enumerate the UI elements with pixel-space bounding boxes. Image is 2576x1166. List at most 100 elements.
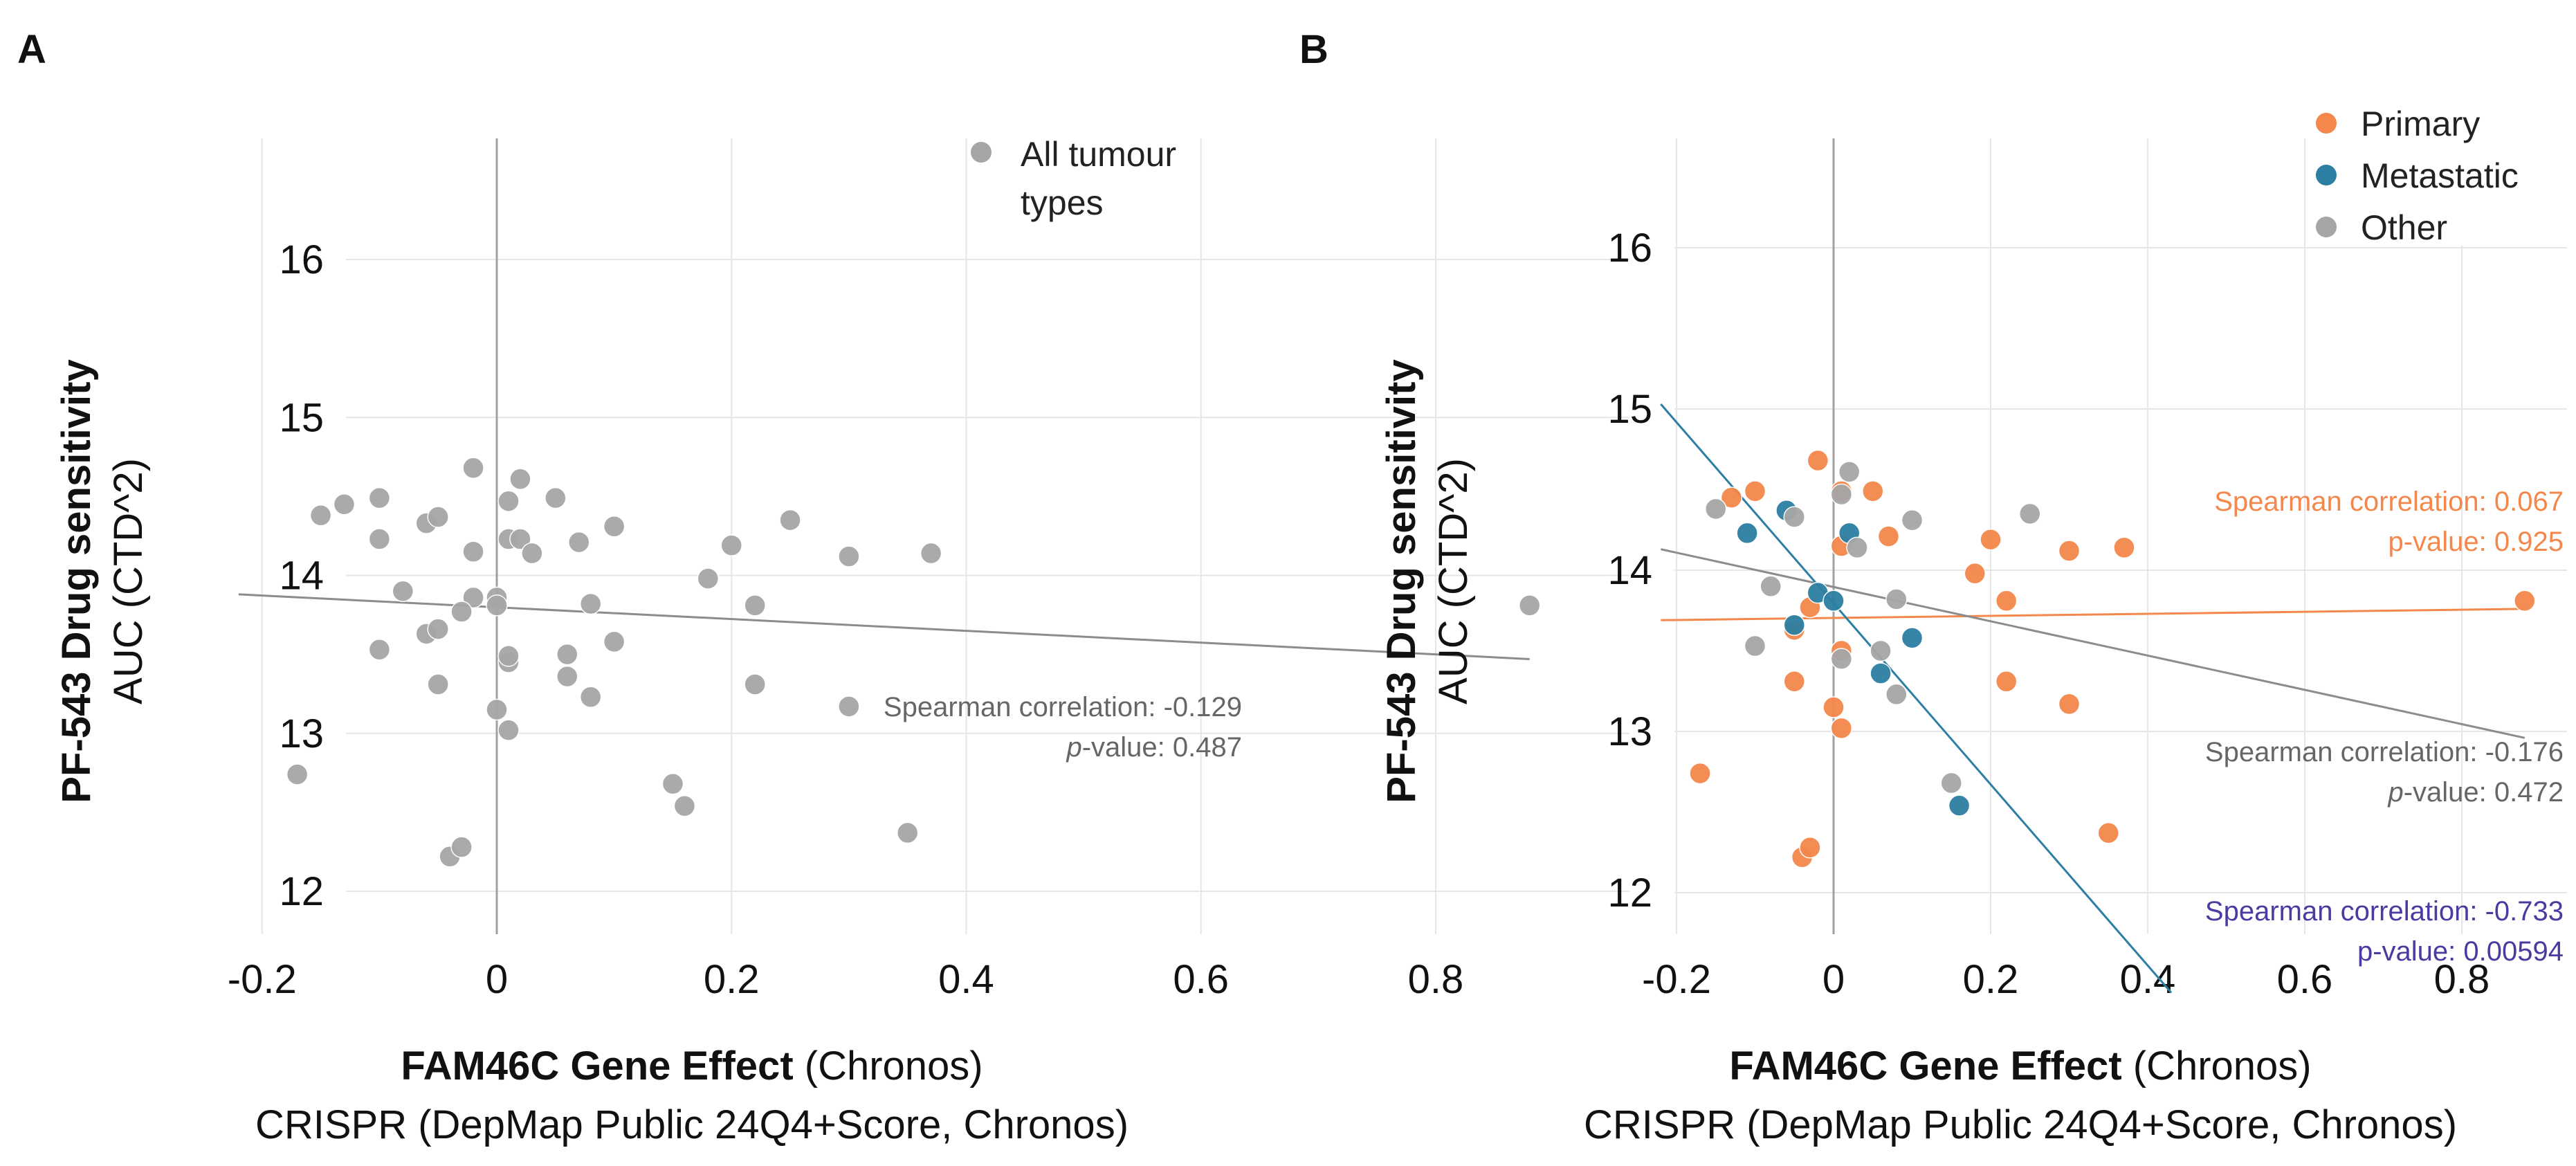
data-point-other [1744,635,1766,657]
data-point-all-tumour-types [603,515,625,538]
data-point-all-tumour-types [556,643,578,666]
x-tick-label: 0 [486,957,508,1002]
y-tick-label: 16 [1607,226,1652,271]
data-point-all-tumour-types [673,794,696,817]
legend-marker-all [971,142,992,163]
data-point-metastatic [1901,627,1924,649]
legend-label-other: Other [2361,208,2447,247]
panel-letter-a: A [17,27,46,72]
data-point-all-tumour-types [462,457,484,480]
data-point-metastatic [1736,522,1758,545]
x-tick-label: 0.8 [1408,957,1464,1002]
annotation-pvalue: p-value: 0.00594 [2357,936,2564,967]
data-point-primary [1744,480,1766,502]
data-point-all-tumour-types [368,528,391,550]
data-point-other [1830,483,1853,506]
x-tick-label: -0.2 [228,957,297,1002]
data-point-all-tumour-types [567,531,590,554]
x-tick-label: 0.2 [704,957,760,1002]
data-point-primary [2113,536,2135,559]
y-tick-label: 12 [1607,871,1652,916]
data-point-all-tumour-types [462,540,484,563]
annotation-pvalue: p-value: 0.472 [2387,777,2564,808]
data-point-all-tumour-types [497,490,520,512]
y-tick-label: 14 [279,554,324,599]
y-axis-title: PF-543 Drug sensitivity [1379,359,1424,803]
data-point-primary [1823,696,1845,718]
y-tick-label: 15 [279,395,324,440]
data-point-all-tumour-types [661,773,684,795]
data-point-other [1870,639,1892,662]
legend-box [2308,90,2570,246]
legend-label-line1: All tumour [1021,135,1176,174]
data-point-all-tumour-types [720,534,742,556]
annotation-correlation: Spearman correlation: -0.176 [2205,737,2564,767]
legend-label-metastatic: Metastatic [2361,156,2519,195]
data-point-all-tumour-types [497,645,520,667]
x-tick-label: 0 [1823,957,1845,1002]
data-point-other [1783,506,1805,528]
data-point-primary [2097,822,2119,844]
data-point-primary [1980,528,2002,551]
data-point-other [2019,502,2041,525]
fit-line-metastatic [1660,403,2173,994]
x-tick-label: 0.6 [2277,957,2333,1002]
data-point-all-tumour-types [286,763,309,785]
legend-marker-metastatic [2316,165,2337,185]
panel-a: 12 13 14 15 16 -0.2 0 0.2 0.4 0.6 0.8 FAM46C Gene E… [54,135,1629,1147]
x-tick-label: 0.6 [1173,957,1229,1002]
y-tick-label: 13 [279,711,324,756]
annotation-correlation: Spearman correlation: 0.067 [2214,486,2564,517]
data-point-all-tumour-types [427,506,449,528]
data-point-primary [1862,480,1884,502]
data-point-all-tumour-types [368,639,391,661]
data-point-primary [1995,590,2018,612]
data-point-all-tumour-types [603,630,625,653]
data-point-all-tumour-types [450,836,473,858]
x-tick-label: 0.4 [2120,957,2176,1002]
x-tick-label: 0.4 [938,957,994,1002]
data-point-all-tumour-types [697,567,720,590]
legend-marker-primary [2316,113,2337,134]
data-point-all-tumour-types [744,673,766,695]
data-point-other [1760,575,1782,598]
fit-line-primary [1661,608,2525,621]
panel-b: 12 13 14 15 16 -0.2 0 0.2 0.4 0.6 0.8 FAM46C Gene E… [1379,90,2570,1147]
annotation-correlation: Spearman correlation: -0.733 [2205,896,2564,927]
data-point-primary [1689,762,1711,785]
data-point-all-tumour-types [497,719,520,741]
data-point-metastatic [1783,614,1805,636]
data-point-all-tumour-types [309,504,332,527]
data-point-all-tumour-types [368,486,391,509]
data-point-primary [2058,693,2081,716]
data-point-primary [1995,671,2018,693]
data-point-all-tumour-types [427,618,449,640]
x-axis-subtitle: CRISPR (DepMap Public 24Q4+Score, Chrono… [1584,1102,2457,1147]
y-tick-label: 16 [279,237,324,282]
x-tick-label: -0.2 [1642,957,1711,1002]
annotation-pvalue: p-value: 0.487 [1066,732,1242,763]
data-point-all-tumour-types [486,594,508,617]
data-point-primary [1877,525,1900,547]
data-point-all-tumour-types [521,542,543,565]
annotation-pvalue: p-value: 0.925 [2388,527,2564,557]
data-point-primary [1783,671,1805,693]
annotation-correlation: Spearman correlation: -0.129 [884,692,1242,722]
data-point-all-tumour-types [744,594,766,617]
y-axis-title: PF-543 Drug sensitivity [54,359,99,803]
y-tick-label: 14 [1607,548,1652,593]
data-point-primary [1799,837,1821,859]
data-point-all-tumour-types [579,592,602,615]
data-point-all-tumour-types [486,698,508,721]
data-point-other [1830,648,1853,670]
y-tick-label: 15 [1607,387,1652,432]
data-point-other [1838,461,1861,483]
data-point-all-tumour-types [920,542,942,565]
data-point-all-tumour-types [392,580,414,603]
data-point-primary [1964,562,1986,585]
data-point-primary [2058,540,2081,562]
data-point-other [1885,683,1908,706]
x-tick-label: 0.2 [1963,957,2019,1002]
data-point-primary [1807,449,1829,472]
